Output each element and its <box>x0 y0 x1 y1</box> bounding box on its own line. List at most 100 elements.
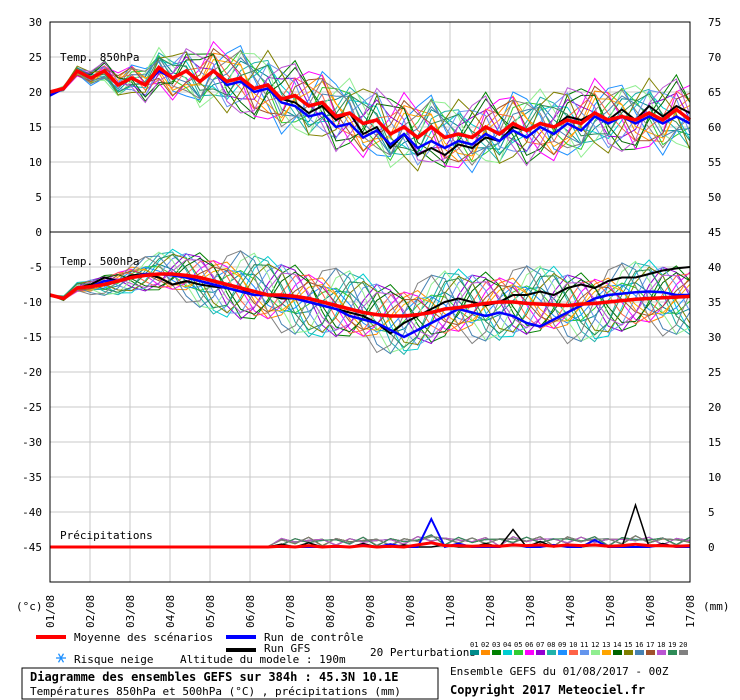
y-tick-left: 10 <box>29 156 42 169</box>
x-tick: 12/08 <box>484 595 497 628</box>
x-tick: 08/08 <box>324 595 337 628</box>
y-tick-left: -20 <box>22 366 42 379</box>
perturbation-number: 07 <box>536 641 544 649</box>
info-box <box>21 667 439 700</box>
perturbation-number: 10 <box>569 641 577 649</box>
perturbation-number: 18 <box>657 641 665 649</box>
perturbation-number: 19 <box>668 641 676 649</box>
y-tick-right: 65 <box>708 86 721 99</box>
perturbations-label: 20 Perturbations <box>370 646 476 659</box>
perturbation-swatch <box>481 650 490 655</box>
perturbation-number: 17 <box>646 641 654 649</box>
perturbation-number: 06 <box>525 641 533 649</box>
perturbation-swatch <box>635 650 644 655</box>
perturbation-08-t850 <box>49 52 691 163</box>
perturbation-swatch <box>525 650 534 655</box>
perturbation-swatch <box>558 650 567 655</box>
perturbation-17-t850 <box>49 47 691 163</box>
legend-control-label: Run de contrôle <box>264 631 363 644</box>
y-tick-left: 30 <box>29 16 42 29</box>
panel-label-precip: Précipitations <box>60 529 153 542</box>
perturbation-swatch <box>679 650 688 655</box>
perturbation-number: 04 <box>503 641 511 649</box>
y-tick-right: 5 <box>708 506 715 519</box>
perturbation-03-t500 <box>49 252 691 343</box>
y-tick-left: 20 <box>29 86 42 99</box>
legend-mean-label: Moyenne des scénarios <box>74 631 213 644</box>
x-tick: 16/08 <box>644 595 657 628</box>
y-tick-right: 15 <box>708 436 721 449</box>
perturbation-swatch <box>591 650 600 655</box>
y-tick-right: 30 <box>708 331 721 344</box>
left-unit: (°c) <box>16 600 43 613</box>
main-series-lines <box>49 65 692 549</box>
y-tick-right: 50 <box>708 191 721 204</box>
perturbation-20-t500 <box>49 250 691 354</box>
x-tick: 06/08 <box>244 595 257 628</box>
grid <box>49 21 691 582</box>
x-tick: 15/08 <box>604 595 617 628</box>
perturbation-swatch <box>514 650 523 655</box>
x-tick: 14/08 <box>564 595 577 628</box>
axes <box>49 21 691 583</box>
perturbation-swatch <box>569 650 578 655</box>
perturbation-19-t500 <box>49 254 691 349</box>
y-tick-right: 10 <box>708 471 721 484</box>
perturbation-swatch <box>492 650 501 655</box>
legend-snow-label: Risque neige <box>74 653 153 666</box>
perturbation-19-t850 <box>49 56 691 156</box>
y-tick-left: -40 <box>22 506 42 519</box>
perturbation-17-t500 <box>49 266 691 331</box>
x-tick: 13/08 <box>524 595 537 628</box>
x-tick: 07/08 <box>284 595 297 628</box>
perturbation-swatch <box>624 650 633 655</box>
perturbation-number: 03 <box>492 641 500 649</box>
gfs-t500-line <box>49 266 691 335</box>
x-tick: 01/08 <box>44 595 57 628</box>
y-tick-left: -45 <box>22 541 42 554</box>
y-tick-right: 35 <box>708 296 721 309</box>
y-tick-left: -30 <box>22 436 42 449</box>
y-tick-left: -5 <box>29 261 42 274</box>
y-tick-right: 25 <box>708 366 721 379</box>
y-tick-left: 5 <box>35 191 42 204</box>
y-tick-right: 45 <box>708 226 721 239</box>
y-tick-right: 0 <box>708 541 715 554</box>
y-tick-right: 75 <box>708 16 721 29</box>
right-unit: (mm) <box>703 600 730 613</box>
panel-label-t500: Temp. 500hPa <box>60 255 139 268</box>
perturbation-swatch <box>657 650 666 655</box>
chart-subtitle: Températures 850hPa et 500hPa (°C) , pré… <box>30 685 401 698</box>
mean-t850-line <box>49 65 692 140</box>
y-tick-left: -25 <box>22 401 42 414</box>
plot-frame <box>49 21 691 583</box>
perturbation-swatch <box>613 650 622 655</box>
y-tick-right: 70 <box>708 51 721 64</box>
y-tick-right: 20 <box>708 401 721 414</box>
perturbation-number: 13 <box>602 641 610 649</box>
perturbation-12-t850 <box>49 46 691 169</box>
y-tick-right: 60 <box>708 121 721 134</box>
perturbation-number: 12 <box>591 641 599 649</box>
perturbation-16-t500 <box>49 250 691 355</box>
perturbation-14-t500 <box>49 257 691 335</box>
chart-title: Diagramme des ensembles GEFS sur 384h : … <box>30 670 398 684</box>
perturbation-number: 01 <box>470 641 478 649</box>
perturbation-10-t850 <box>49 53 691 160</box>
perturbation-number: 09 <box>558 641 566 649</box>
perturbation-swatch <box>470 650 479 655</box>
x-tick: 03/08 <box>124 595 137 628</box>
y-tick-left: 25 <box>29 51 42 64</box>
perturbation-swatch <box>580 650 589 655</box>
x-tick: 05/08 <box>204 595 217 628</box>
perturbation-swatch <box>602 650 611 655</box>
perturbation-swatch <box>547 650 556 655</box>
y-tick-left: -15 <box>22 331 42 344</box>
x-tick: 11/08 <box>444 595 457 628</box>
perturbation-03-t850 <box>49 53 691 168</box>
legend-gfs-label: Run GFS <box>264 642 310 655</box>
control-t850-line <box>49 69 691 150</box>
y-tick-left: -10 <box>22 296 42 309</box>
